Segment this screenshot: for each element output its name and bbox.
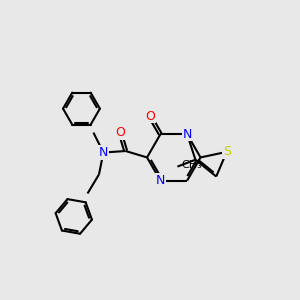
Text: O: O bbox=[145, 110, 155, 123]
Text: N: N bbox=[99, 146, 108, 159]
Text: S: S bbox=[223, 146, 231, 158]
Text: O: O bbox=[115, 126, 125, 139]
Text: CH₃: CH₃ bbox=[182, 160, 202, 170]
Text: N: N bbox=[156, 174, 165, 187]
Text: N: N bbox=[182, 128, 192, 141]
